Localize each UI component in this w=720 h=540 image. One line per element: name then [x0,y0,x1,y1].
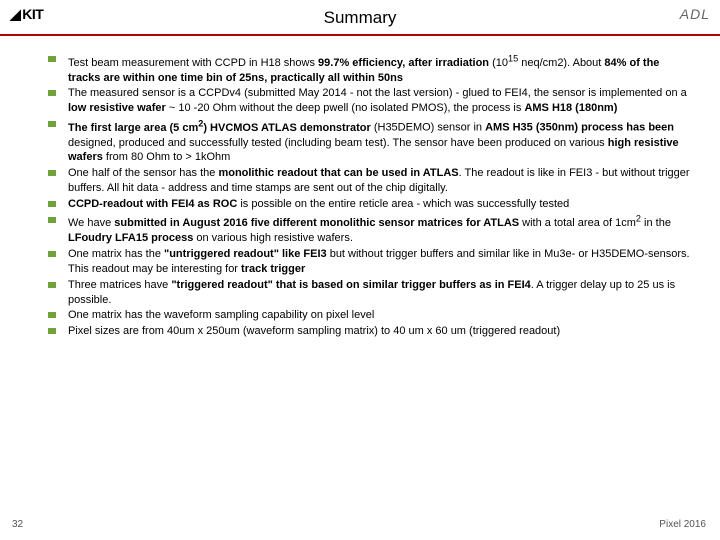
list-item: One matrix has the waveform sampling cap… [48,308,690,323]
slide-title: Summary [0,0,720,28]
bullet-text: One matrix has the waveform sampling cap… [68,309,374,321]
list-item: The first large area (5 cm2) HVCMOS ATLA… [48,117,690,165]
list-item: Test beam measurement with CCPD in H18 s… [48,52,690,85]
bullet-text: The first large area (5 cm2) HVCMOS ATLA… [68,122,679,164]
logo-left-text: KIT [22,6,43,22]
bullet-text: The measured sensor is a CCPDv4 (submitt… [68,87,687,114]
list-item: CCPD-readout with FEI4 as ROC is possibl… [48,197,690,212]
bullet-text: Pixel sizes are from 40um x 250um (wavef… [68,325,560,337]
bullet-text: CCPD-readout with FEI4 as ROC is possibl… [68,198,569,210]
footer-right: Pixel 2016 [659,519,706,530]
list-item: Pixel sizes are from 40um x 250um (wavef… [48,324,690,339]
title-underline [0,34,720,36]
bullet-list: Test beam measurement with CCPD in H18 s… [48,52,690,339]
bullet-text: Test beam measurement with CCPD in H18 s… [68,57,659,84]
content-area: Test beam measurement with CCPD in H18 s… [48,52,690,340]
logo-adl: ADL [680,6,710,22]
kit-fan-icon: ◢ [10,6,20,23]
bullet-text: Three matrices have "triggered readout" … [68,279,675,306]
list-item: One matrix has the "untriggered readout"… [48,247,690,277]
bullet-text: One matrix has the "untriggered readout"… [68,248,690,275]
header: ◢KIT Summary ADL [0,0,720,40]
list-item: One half of the sensor has the monolithi… [48,166,690,196]
slide: ◢KIT Summary ADL Test beam measurement w… [0,0,720,540]
list-item: The measured sensor is a CCPDv4 (submitt… [48,86,690,116]
page-number: 32 [12,519,23,530]
bullet-text: One half of the sensor has the monolithi… [68,167,690,194]
logo-right-text: ADL [680,6,710,22]
list-item: We have submitted in August 2016 five di… [48,213,690,246]
bullet-text: We have submitted in August 2016 five di… [68,217,671,244]
logo-kit: ◢KIT [10,6,43,23]
list-item: Three matrices have "triggered readout" … [48,278,690,308]
